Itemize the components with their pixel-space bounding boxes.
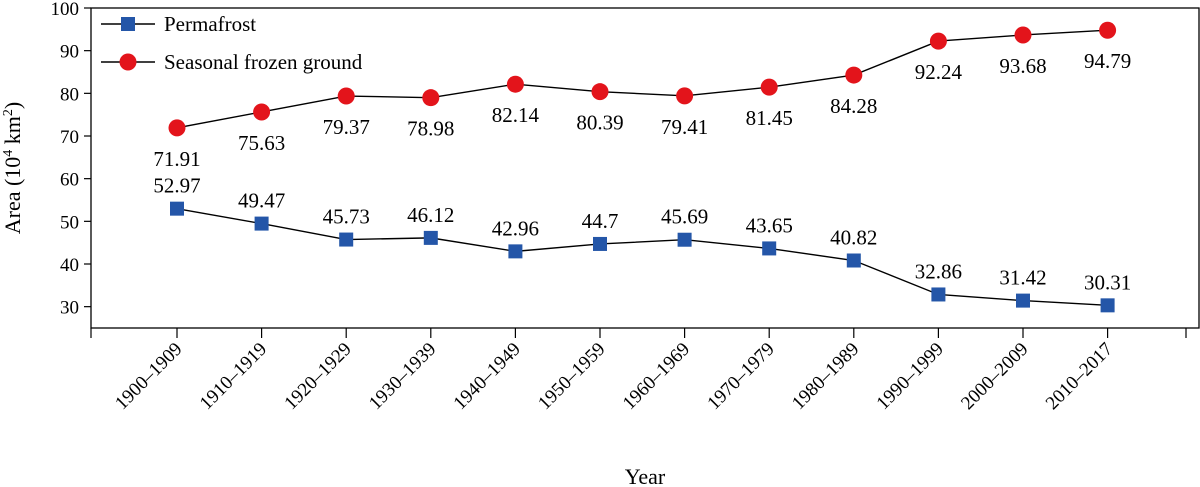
data-point-circle	[676, 87, 694, 105]
data-label: 81.45	[746, 106, 793, 130]
y-tick-label: 70	[60, 127, 79, 148]
data-point-square	[846, 253, 861, 268]
legend-label: Seasonal frozen ground	[164, 50, 363, 74]
data-point-square	[423, 230, 438, 245]
x-tick-label: 1930–1939	[365, 339, 440, 414]
legend-marker-square	[121, 17, 135, 31]
data-point-circle	[168, 119, 186, 137]
data-point-square	[254, 216, 269, 231]
data-point-circle	[845, 66, 863, 84]
y-tick-label: 40	[60, 255, 79, 276]
data-point-circle	[591, 83, 609, 101]
data-label: 82.14	[492, 103, 540, 127]
data-point-square	[931, 287, 946, 302]
x-tick-label: 1950–1959	[534, 339, 609, 414]
data-point-square	[762, 241, 777, 256]
data-label: 40.82	[830, 226, 877, 250]
x-tick-label: 1970–1979	[703, 339, 778, 414]
data-point-circle	[760, 78, 778, 96]
y-tick-label: 80	[60, 84, 79, 105]
data-label: 30.31	[1084, 270, 1131, 294]
data-label: 45.69	[661, 205, 708, 229]
y-axis-title: Area (104 km2)	[0, 102, 25, 235]
data-label: 79.37	[323, 115, 370, 139]
data-point-square	[1100, 298, 1115, 313]
data-point-square	[170, 201, 184, 216]
y-tick-label: 30	[60, 298, 79, 319]
data-label: 42.96	[492, 216, 539, 240]
series-permafrost: 52.97 49.47 45.73 46.12 42.96 44.7 45.69 43.65 4…	[153, 174, 1131, 313]
data-label: 92.24	[915, 60, 963, 84]
y-tick-label: 60	[60, 170, 79, 191]
series-line	[176, 207, 1108, 307]
x-tick-label: 1900–1909	[111, 339, 186, 414]
x-tick-label: 2000–2009	[957, 339, 1032, 414]
legend-label: Permafrost	[164, 12, 256, 36]
data-point-circle	[337, 87, 355, 105]
data-point-circle	[506, 75, 524, 93]
x-tick-label: 1940–1949	[450, 339, 525, 414]
x-tick-label: 1990–1999	[873, 339, 948, 414]
data-label: 32.86	[915, 259, 962, 283]
data-point-square	[339, 232, 354, 247]
data-label: 78.98	[407, 117, 454, 141]
data-point-square	[677, 232, 692, 247]
data-point-circle	[1099, 21, 1117, 39]
plot-frame	[90, 7, 1200, 329]
x-tick-label: 1920–1929	[280, 339, 355, 414]
data-point-circle	[929, 32, 947, 50]
data-label: 43.65	[746, 213, 793, 237]
data-point-circle	[422, 89, 440, 107]
data-point-circle	[253, 103, 271, 121]
y-tick-label: 90	[60, 42, 79, 63]
data-label: 84.28	[830, 94, 877, 118]
series-layer: 52.97 49.47 45.73 46.12 42.96 44.7 45.69 43.65 4…	[153, 21, 1131, 313]
x-tick-label: 1910–1919	[196, 339, 271, 414]
legend-item: Seasonal frozen ground	[101, 50, 363, 74]
data-point-square	[1016, 293, 1030, 308]
data-label: 79.41	[661, 115, 708, 139]
x-axis-title: Year	[625, 464, 666, 487]
data-label: 45.73	[323, 205, 370, 229]
data-label: 80.39	[576, 111, 623, 135]
x-tick-label: 1960–1969	[619, 339, 694, 414]
data-label: 75.63	[238, 131, 285, 155]
data-label: 44.7	[582, 209, 619, 233]
data-point-square	[508, 244, 523, 259]
x-tick-label: 2010–2017	[1042, 339, 1117, 414]
data-label: 46.12	[407, 203, 454, 227]
series-seasonal-frozen-ground: 71.91 75.63 79.37 78.98 82.14 80.39 79.41 81.45…	[153, 21, 1131, 171]
legend: Permafrost Seasonal frozen ground	[101, 12, 363, 74]
x-tick-label: 1980–1989	[788, 339, 863, 414]
data-label: 94.79	[1084, 49, 1131, 73]
legend-item: Permafrost	[101, 12, 256, 36]
data-point-square	[593, 236, 607, 251]
series-line	[176, 29, 1108, 129]
y-tick-label: 50	[60, 212, 79, 233]
data-point-circle	[1014, 26, 1032, 44]
data-label: 93.68	[999, 54, 1046, 78]
data-label: 31.42	[999, 266, 1046, 290]
data-label: 52.97	[153, 174, 200, 198]
data-label: 71.91	[153, 147, 200, 171]
legend-marker-circle	[119, 53, 137, 71]
y-tick-label: 100	[51, 0, 80, 20]
data-label: 49.47	[238, 189, 285, 213]
